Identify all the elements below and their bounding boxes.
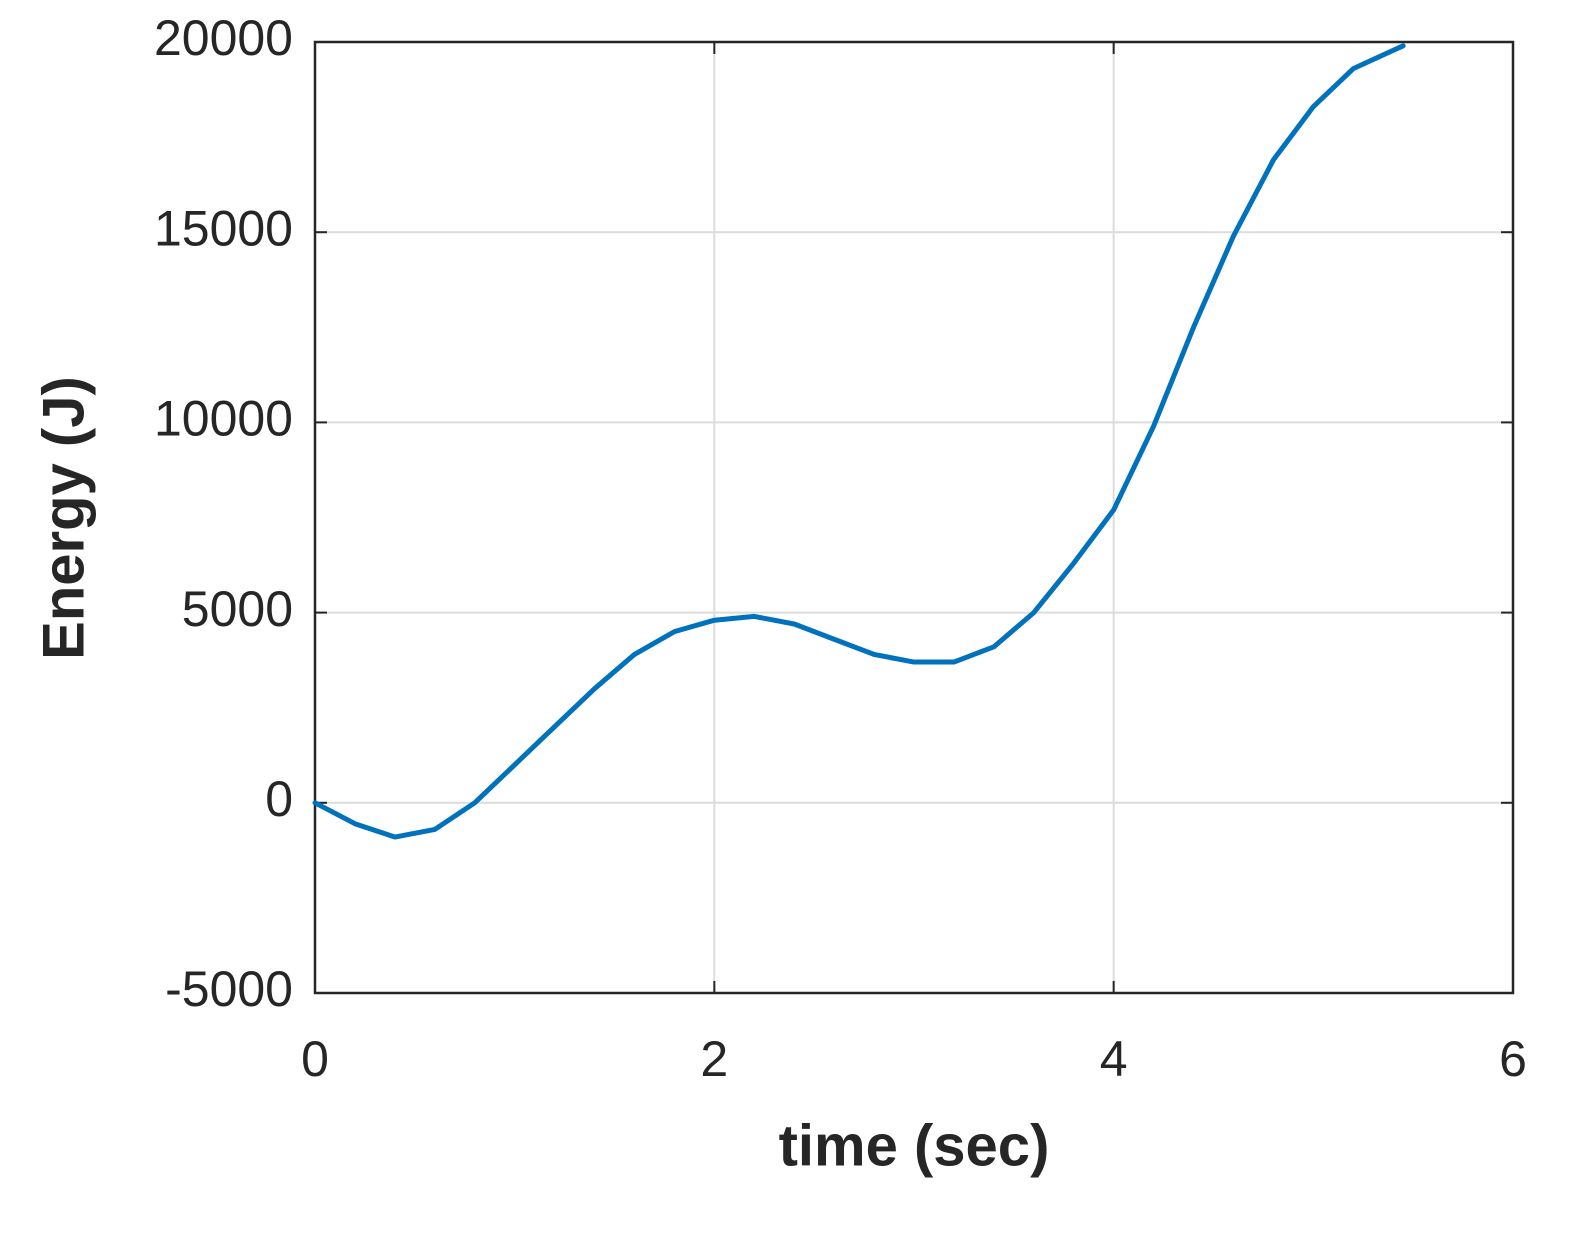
plot-frame	[313, 40, 1515, 995]
x-tick-label: 0	[301, 1031, 329, 1087]
y-tick-label: 20000	[154, 10, 293, 66]
x-axis-label: time (sec)	[779, 1113, 1050, 1178]
y-tick-label: 5000	[182, 581, 293, 637]
y-axis-label: Energy (J)	[31, 376, 96, 660]
y-tick-label: 15000	[154, 200, 293, 256]
data-line	[312, 43, 1406, 840]
x-tick-label: 2	[700, 1031, 728, 1087]
y-tick-label: 0	[265, 771, 293, 827]
y-tick-label: -5000	[165, 961, 293, 1017]
y-tick-label: 10000	[154, 391, 293, 447]
x-tick-label: 4	[1100, 1031, 1128, 1087]
x-tick-label: 6	[1499, 1031, 1527, 1087]
